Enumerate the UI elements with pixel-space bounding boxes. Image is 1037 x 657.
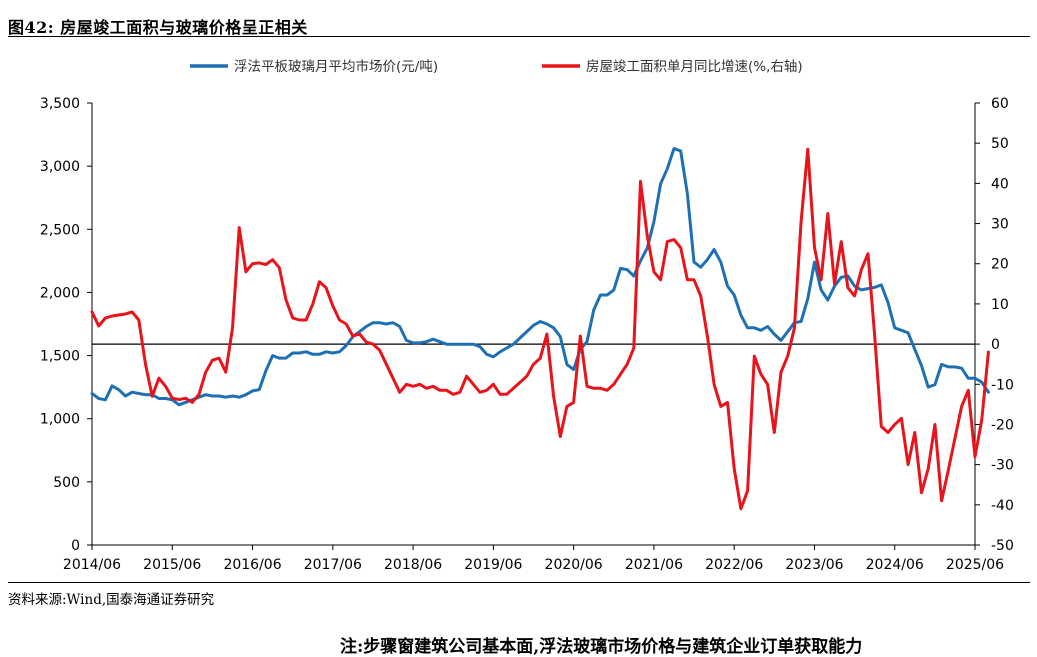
completion-growth-line [90,147,990,511]
chart: 05001,0001,5002,0002,5003,0003,500-50-40… [40,58,1014,573]
left-y-tick-label: 3,000 [40,159,80,175]
left-y-tick-label: 1,500 [40,349,80,365]
left-y-tick-label: 3,500 [40,96,80,112]
right-y-tick-label: 50 [991,136,1009,152]
source-divider [8,582,1030,583]
right-y-tick-label: -10 [991,377,1014,393]
right-y-tick-label: -20 [991,417,1014,433]
right-y-tick-label: 10 [991,297,1009,313]
right-y-tick-label: 0 [991,337,1000,353]
legend-label: 房屋竣工面积单月同比增速(%,右轴) [586,59,803,75]
right-y-tick-label: -30 [991,458,1014,474]
x-tick-label: 2016/06 [223,557,281,573]
x-tick-label: 2020/06 [545,557,603,573]
right-y-tick-label: 60 [991,96,1009,112]
x-tick-label: 2021/06 [625,557,683,573]
right-y-tick-label: 20 [991,257,1009,273]
x-tick-label: 2015/06 [143,557,201,573]
right-y-tick-label: 30 [991,217,1009,233]
left-y-tick-label: 1,000 [40,412,80,428]
right-y-tick-label: -40 [991,498,1014,514]
x-tick-label: 2023/06 [785,557,843,573]
x-tick-label: 2018/06 [384,557,442,573]
glass-price-line [90,147,990,407]
left-y-tick-label: 2,000 [40,285,80,301]
right-y-tick-label: -50 [991,538,1014,554]
right-y-tick-label: 40 [991,176,1009,192]
source-note: 资料来源:Wind,国泰海通证券研究 [8,592,215,608]
x-tick-label: 2024/06 [866,557,924,573]
footnote: 注:步骤窗建筑公司基本面,浮法玻璃市场价格与建筑企业订单获取能力 [340,637,863,657]
x-tick-label: 2022/06 [705,557,763,573]
left-y-tick-label: 2,500 [40,222,80,238]
left-y-tick-label: 500 [53,475,80,491]
x-tick-label: 2014/06 [63,557,121,573]
x-tick-label: 2019/06 [464,557,522,573]
left-y-tick-label: 0 [71,538,80,554]
legend-label: 浮法平板玻璃月平均市场价(元/吨) [234,58,438,75]
x-tick-label: 2025/06 [946,557,1004,573]
figure-title: 图42: 房屋竣工面积与玻璃价格呈正相关 [8,18,308,37]
title-bar: 图42: 房屋竣工面积与玻璃价格呈正相关 [8,6,1030,37]
x-tick-label: 2017/06 [304,557,362,573]
